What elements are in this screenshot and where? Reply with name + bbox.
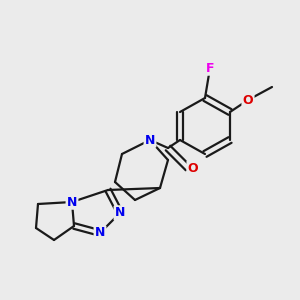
Text: N: N	[95, 226, 105, 239]
Text: O: O	[188, 161, 198, 175]
Text: N: N	[67, 196, 77, 208]
Text: N: N	[145, 134, 155, 146]
Text: O: O	[243, 94, 253, 106]
Text: N: N	[115, 206, 125, 220]
Text: F: F	[206, 61, 214, 74]
